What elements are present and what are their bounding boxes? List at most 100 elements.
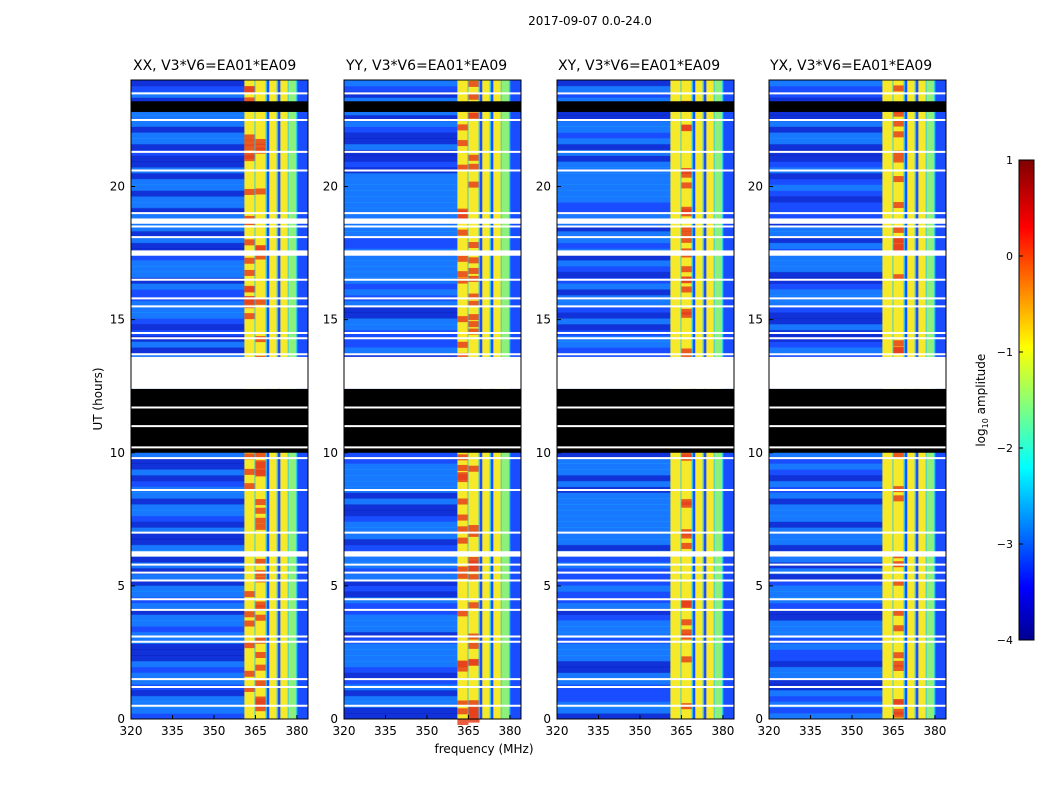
- noise-row: [769, 300, 883, 308]
- rfi-hotspot: [244, 670, 256, 677]
- noise-row: [131, 231, 245, 238]
- noise-row: [557, 660, 671, 668]
- noise-row: [557, 260, 671, 267]
- noise-row: [557, 713, 671, 720]
- noise-row: [769, 283, 883, 290]
- data-gap: [557, 551, 734, 557]
- noise-row: [769, 515, 883, 522]
- noise-row: [769, 567, 883, 575]
- noise-row: [557, 678, 671, 685]
- noise-row: [769, 678, 883, 685]
- noise-row: [344, 515, 458, 522]
- x-tick-label: 350: [629, 724, 652, 738]
- noise-row: [557, 312, 671, 319]
- noise-row: [344, 695, 458, 703]
- noise-row: [557, 469, 671, 476]
- rfi-hotspot: [468, 525, 480, 532]
- noise-row: [131, 120, 245, 127]
- data-gap: [344, 356, 521, 389]
- noise-row: [557, 138, 671, 145]
- y-tick-label: 0: [543, 712, 551, 726]
- noise-row: [344, 347, 458, 354]
- noise-row: [557, 132, 671, 139]
- noise-row: [344, 132, 458, 139]
- rfi-hotspot: [681, 629, 693, 636]
- noise-row: [344, 521, 458, 528]
- noise-row: [344, 614, 458, 621]
- rfi-hotspot: [255, 614, 267, 621]
- noise-row: [769, 120, 883, 127]
- x-tick-label: 335: [161, 724, 184, 738]
- noise-row: [769, 161, 883, 168]
- noise-row: [131, 666, 245, 674]
- x-tick-label: 320: [333, 724, 356, 738]
- noise-row: [131, 265, 245, 273]
- rfi-hotspot: [893, 664, 905, 671]
- colorbar-tick-label: −1: [997, 346, 1013, 359]
- noise-row: [769, 608, 883, 615]
- rfi-hotspot: [468, 530, 480, 537]
- noise-row: [344, 707, 458, 714]
- noise-row: [344, 155, 458, 162]
- noise-row: [131, 556, 245, 563]
- noise-row: [557, 585, 671, 592]
- noise-row: [131, 254, 245, 261]
- rfi-hotspot: [244, 144, 256, 151]
- rfi-hotspot: [468, 154, 480, 161]
- noise-row: [557, 172, 671, 180]
- noise-row: [344, 591, 458, 598]
- noise-row: [557, 353, 671, 360]
- noise-row: [769, 178, 883, 186]
- rfi-hotspot: [468, 565, 480, 572]
- rfi-hotspot: [255, 147, 267, 154]
- noise-row: [131, 672, 245, 679]
- rfi-hotspot: [681, 236, 693, 243]
- noise-row: [557, 97, 671, 104]
- noise-row: [131, 591, 245, 598]
- noise-row: [344, 585, 458, 592]
- noise-row: [769, 655, 883, 662]
- noise-row: [344, 689, 458, 697]
- x-tick-label: 335: [799, 724, 822, 738]
- panel-title-yy: YY, V3*V6=EA01*EA09: [346, 58, 508, 74]
- noise-row: [131, 695, 245, 703]
- rfi-hotspot: [255, 452, 267, 459]
- data-gap: [769, 218, 946, 224]
- rfi-hotspot: [244, 286, 256, 293]
- noise-row: [769, 573, 883, 581]
- rfi-hotspot: [255, 680, 267, 687]
- noise-row: [344, 265, 458, 273]
- noise-row: [769, 172, 883, 180]
- noise-row: [131, 341, 245, 348]
- noise-row: [557, 515, 671, 522]
- x-tick-label: 380: [711, 724, 734, 738]
- noise-row: [131, 475, 245, 482]
- x-tick-label: 320: [758, 724, 781, 738]
- noise-row: [557, 643, 671, 650]
- noise-row: [557, 463, 671, 470]
- rfi-hotspot: [255, 523, 267, 530]
- noise-row: [557, 521, 671, 528]
- rfi-hotspot: [244, 611, 256, 618]
- noise-row: [769, 707, 883, 714]
- noise-row: [769, 457, 883, 464]
- noise-row: [131, 289, 245, 296]
- noise-row: [344, 463, 458, 470]
- noise-row: [557, 347, 671, 354]
- flagged-region: [344, 101, 521, 112]
- noise-row: [344, 556, 458, 563]
- noise-row: [557, 602, 671, 610]
- noise-row: [344, 469, 458, 476]
- rfi-hotspot: [893, 244, 905, 251]
- rfi-hotspot: [681, 451, 693, 458]
- heatmap-panel-2: 320 335 350 365 380 0 5 10 15 20: [536, 79, 735, 738]
- rfi-hotspot: [681, 542, 693, 549]
- y-tick-label: 5: [330, 579, 338, 593]
- noise-row: [344, 254, 458, 261]
- flagged-region: [769, 388, 946, 453]
- data-gap: [344, 218, 521, 224]
- noise-row: [769, 521, 883, 528]
- rfi-hotspot: [893, 652, 905, 659]
- noise-row: [557, 225, 671, 232]
- rfi-hotspot: [893, 660, 905, 667]
